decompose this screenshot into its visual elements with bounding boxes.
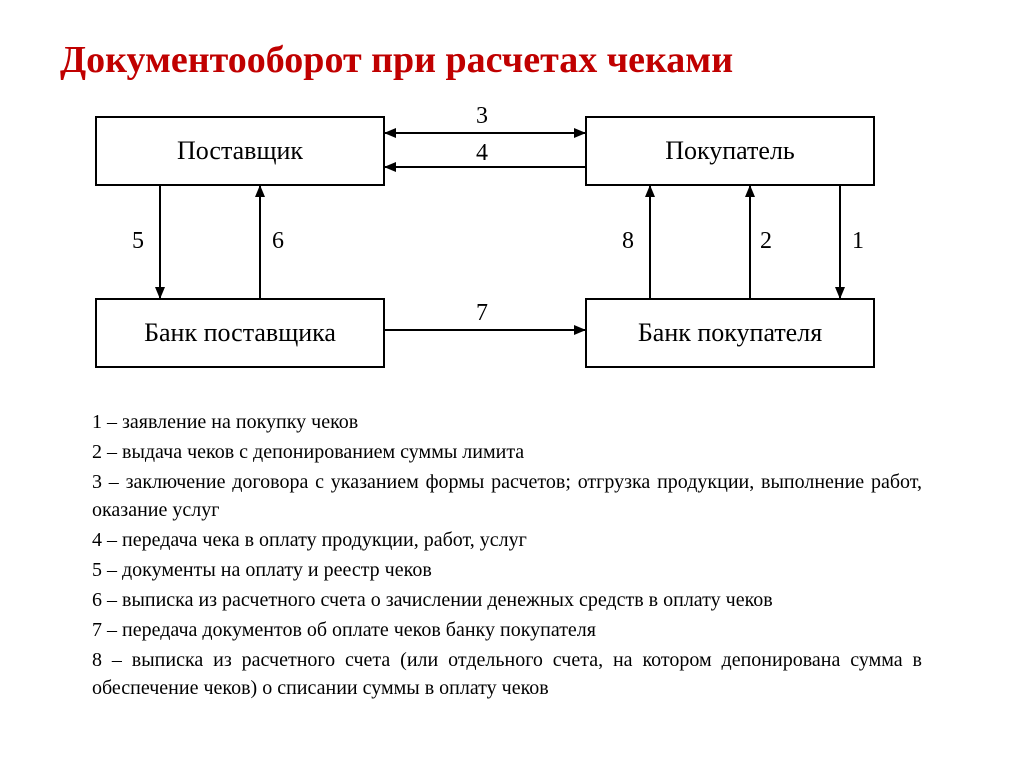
edge-label-e7: 7 — [476, 300, 488, 327]
node-buyer-label: Покупатель — [665, 136, 795, 166]
edge-label-e3: 3 — [476, 103, 488, 130]
node-buyer: Покупатель — [585, 116, 875, 186]
legend-item-3: 3 – заключение договора с указанием форм… — [92, 468, 922, 524]
edge-label-e1: 1 — [852, 228, 864, 255]
edge-label-e5: 5 — [132, 228, 144, 255]
node-buyer-bank: Банк покупателя — [585, 298, 875, 368]
edge-label-e2: 2 — [760, 228, 772, 255]
edge-label-e6: 6 — [272, 228, 284, 255]
node-supplier: Поставщик — [95, 116, 385, 186]
legend-item-6: 6 – выписка из расчетного счета о зачисл… — [92, 586, 922, 614]
legend-item-5: 5 – документы на оплату и реестр чеков — [92, 556, 922, 584]
edge-label-e8: 8 — [622, 228, 634, 255]
legend: 1 – заявление на покупку чеков2 – выдача… — [92, 408, 922, 704]
page-title: Документооборот при расчетах чеками — [60, 38, 733, 82]
legend-item-1: 1 – заявление на покупку чеков — [92, 408, 922, 436]
node-supplier-bank-label: Банк поставщика — [144, 318, 336, 348]
legend-item-7: 7 – передача документов об оплате чеков … — [92, 616, 922, 644]
node-buyer-bank-label: Банк покупателя — [638, 318, 822, 348]
legend-item-2: 2 – выдача чеков с депонированием суммы … — [92, 438, 922, 466]
edge-label-e4: 4 — [476, 140, 488, 167]
legend-item-8: 8 – выписка из расчетного счета (или отд… — [92, 646, 922, 702]
legend-item-4: 4 – передача чека в оплату продукции, ра… — [92, 526, 922, 554]
node-supplier-bank: Банк поставщика — [95, 298, 385, 368]
node-supplier-label: Поставщик — [177, 136, 303, 166]
